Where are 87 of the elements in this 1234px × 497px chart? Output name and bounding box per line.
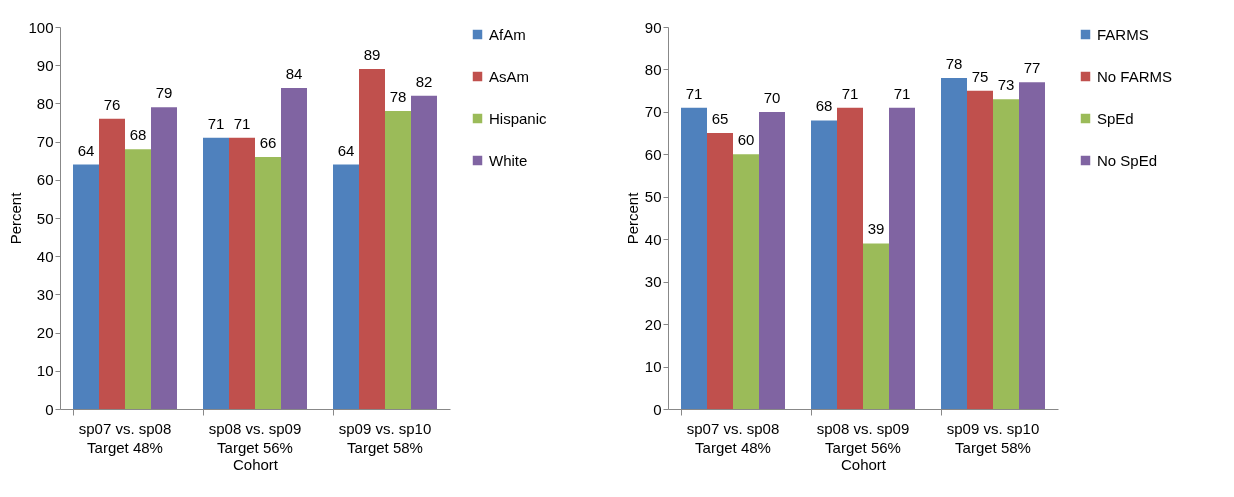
y-tick-label: 100 (28, 18, 54, 36)
data-label: 82 (415, 72, 433, 90)
data-label: 84 (285, 65, 303, 83)
data-label: 68 (815, 97, 833, 115)
bar (73, 164, 99, 409)
data-label: 39 (867, 220, 885, 238)
data-label: 65 (711, 110, 729, 128)
data-label: 75 (971, 67, 989, 85)
y-tick-label: 0 (653, 400, 662, 418)
bar (733, 154, 759, 409)
data-label: 71 (233, 114, 251, 132)
bar (681, 107, 707, 409)
data-label: 79 (155, 84, 173, 102)
y-tick-label: 50 (644, 188, 662, 206)
legend-label: No SpEd (1097, 151, 1158, 169)
data-label: 76 (103, 95, 121, 113)
data-label: 78 (945, 54, 963, 72)
legend-label: SpEd (1097, 109, 1134, 127)
x-tick-label: sp07 vs. sp08 Target 48% (78, 419, 172, 456)
y-tick-label: 0 (45, 400, 54, 418)
legend-label: White (489, 151, 528, 169)
y-tick-label: 30 (36, 285, 54, 303)
bar (229, 137, 255, 409)
y-tick-label: 90 (644, 18, 662, 36)
bar (255, 156, 281, 409)
y-tick-label: 10 (36, 362, 54, 380)
bar (863, 243, 889, 409)
data-label: 64 (337, 141, 355, 159)
x-axis-title: Cohort (232, 455, 279, 473)
data-label: 64 (77, 141, 95, 159)
data-label: 60 (737, 131, 755, 149)
legend-label: AsAm (489, 67, 530, 85)
y-tick-label: 80 (644, 60, 662, 78)
data-label: 73 (997, 76, 1015, 94)
data-label: 78 (389, 88, 407, 106)
bar (333, 164, 359, 409)
bar (993, 99, 1019, 409)
y-tick-label: 40 (36, 247, 54, 265)
x-tick-label: sp09 vs. sp10 Target 58% (946, 419, 1040, 456)
data-label: 71 (893, 84, 911, 102)
y-tick-label: 60 (36, 171, 54, 189)
y-tick-label: 90 (36, 56, 54, 74)
y-tick-label: 10 (644, 358, 662, 376)
bar (385, 111, 411, 409)
bar (889, 107, 915, 409)
bar (151, 107, 177, 409)
y-tick-label: 20 (36, 324, 54, 342)
y-tick-label: 40 (644, 230, 662, 248)
y-tick-label: 50 (36, 209, 54, 227)
bar (203, 137, 229, 409)
y-tick-label: 70 (36, 133, 54, 151)
data-label: 68 (129, 126, 147, 144)
legend-label: No FARMS (1097, 67, 1173, 85)
legend-label: FARMS (1097, 25, 1149, 43)
y-tick-label: 60 (644, 145, 662, 163)
y-tick-label: 70 (644, 103, 662, 121)
y-tick-label: 80 (36, 94, 54, 112)
x-axis-title: Cohort (840, 455, 887, 473)
bar (99, 118, 125, 409)
legend-label: Hispanic (489, 109, 548, 127)
x-tick-label: sp08 vs. sp09 Target 56% (208, 419, 302, 456)
x-tick-label: sp09 vs. sp10 Target 58% (338, 419, 432, 456)
bar (707, 133, 733, 409)
y-tick-label: 30 (644, 273, 662, 291)
bar (1019, 82, 1045, 409)
bar (837, 107, 863, 409)
bar (281, 88, 307, 409)
data-label: 77 (1023, 59, 1041, 77)
bar (359, 69, 385, 409)
data-label: 66 (259, 133, 277, 151)
bar (811, 120, 837, 409)
bar (941, 77, 967, 409)
y-axis-title: Percent (623, 191, 641, 245)
data-label: 71 (207, 114, 225, 132)
data-label: 89 (363, 46, 381, 64)
legend-label: AfAm (489, 25, 526, 43)
bar (967, 90, 993, 409)
data-label: 71 (685, 84, 703, 102)
bar (125, 149, 151, 409)
bar (411, 95, 437, 409)
data-label: 71 (841, 84, 859, 102)
x-tick-label: sp07 vs. sp08 Target 48% (686, 419, 780, 456)
bar (759, 111, 785, 409)
y-tick-label: 20 (644, 315, 662, 333)
data-label: 70 (763, 88, 781, 106)
x-tick-label: sp08 vs. sp09 Target 56% (816, 419, 910, 456)
y-axis-title: Percent (7, 191, 25, 245)
